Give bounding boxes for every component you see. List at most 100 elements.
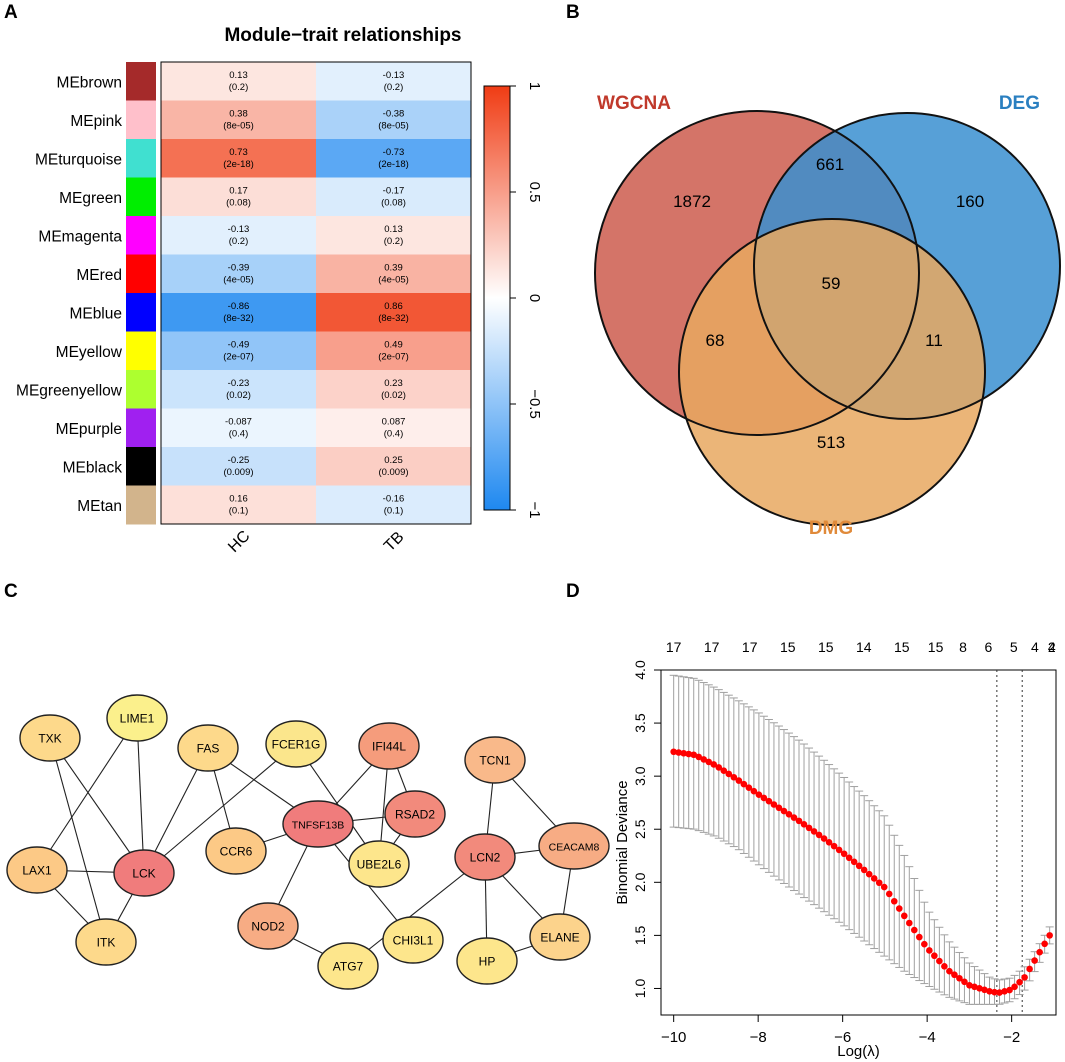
deviance-point bbox=[1036, 948, 1043, 956]
deviance-point bbox=[795, 817, 803, 825]
module-color-swatch bbox=[126, 408, 156, 448]
deviance-point bbox=[835, 846, 843, 854]
module-color-swatch bbox=[126, 216, 156, 255]
heatmap-cell bbox=[316, 447, 471, 486]
module-color-swatch bbox=[126, 100, 156, 140]
colorbar-tick-label: 0 bbox=[526, 294, 543, 302]
cell-correlation: 0.38 bbox=[229, 109, 248, 120]
network-node-label: LIME1 bbox=[120, 712, 155, 726]
cell-pvalue: (0.2) bbox=[384, 82, 404, 93]
network-edge bbox=[49, 737, 145, 874]
top-axis-label: 8 bbox=[959, 639, 967, 655]
y-tick-label: 2.0 bbox=[632, 872, 648, 892]
deviance-point bbox=[785, 811, 793, 818]
deviance-point bbox=[695, 753, 703, 761]
cell-correlation: -0.16 bbox=[383, 494, 405, 505]
network-node-label: TXK bbox=[38, 732, 61, 746]
cell-pvalue: (0.4) bbox=[229, 429, 249, 440]
top-axis-label: 15 bbox=[928, 639, 944, 655]
x-tick-label: −10 bbox=[661, 1029, 686, 1046]
deviance-point bbox=[855, 862, 863, 870]
heatmap-cell bbox=[316, 216, 471, 255]
cell-pvalue: (8e-05) bbox=[378, 121, 409, 132]
network-node-label: UBE2L6 bbox=[357, 858, 402, 872]
top-axis-label: 15 bbox=[894, 639, 910, 655]
deviance-point bbox=[916, 933, 923, 941]
deviance-point bbox=[986, 988, 993, 995]
row-label: MEbrown bbox=[57, 74, 122, 91]
heatmap-cell bbox=[316, 293, 471, 332]
network-node-label: HP bbox=[479, 955, 496, 969]
cell-pvalue: (8e-32) bbox=[378, 313, 409, 324]
row-label: MEmagenta bbox=[38, 228, 122, 245]
deviance-point bbox=[750, 787, 758, 795]
x-tick-label: −6 bbox=[834, 1029, 851, 1046]
column-label: TB bbox=[381, 529, 407, 555]
deviance-point bbox=[976, 985, 983, 992]
cell-correlation: 0.49 bbox=[384, 340, 403, 351]
network-node bbox=[282, 800, 354, 848]
network-node-label: LCN2 bbox=[470, 851, 501, 865]
deviance-point bbox=[700, 756, 708, 763]
cell-pvalue: (4e-05) bbox=[223, 275, 254, 286]
cell-pvalue: (2e-07) bbox=[378, 352, 409, 363]
network-node bbox=[382, 916, 444, 964]
cell-correlation: 0.23 bbox=[384, 378, 403, 389]
cell-correlation: -0.86 bbox=[228, 301, 250, 312]
venn-region-count: 513 bbox=[817, 433, 845, 452]
row-label: MEred bbox=[76, 267, 122, 284]
y-tick-label: 1.5 bbox=[632, 925, 648, 945]
deviance-point bbox=[730, 773, 738, 781]
cell-pvalue: (0.1) bbox=[229, 506, 249, 517]
row-label: MEpurple bbox=[56, 421, 122, 438]
cell-pvalue: (0.02) bbox=[381, 390, 406, 401]
deviance-point bbox=[780, 807, 788, 815]
cell-correlation: 0.13 bbox=[384, 224, 403, 235]
network-node bbox=[529, 913, 591, 961]
network-edge bbox=[347, 856, 486, 967]
top-axis-label: 2 bbox=[1048, 639, 1056, 655]
x-axis-title: Log(λ) bbox=[837, 1043, 880, 1060]
network-node-label: CHI3L1 bbox=[393, 934, 434, 948]
heatmap-cell bbox=[316, 370, 471, 409]
deviance-point bbox=[991, 988, 998, 996]
network-node-label: TCN1 bbox=[479, 754, 511, 768]
heatmap-cell bbox=[161, 331, 316, 371]
heatmap-cell bbox=[316, 177, 471, 217]
x-tick-label: −4 bbox=[919, 1029, 936, 1046]
column-label: HC bbox=[225, 528, 253, 556]
deviance-point bbox=[845, 854, 853, 862]
venn-set-outline bbox=[753, 112, 1061, 420]
deviance-point bbox=[720, 767, 728, 774]
colorbar-tick-label: −1 bbox=[526, 501, 543, 518]
deviance-point bbox=[685, 750, 693, 758]
venn-region-count: 11 bbox=[925, 331, 943, 350]
deviance-point bbox=[981, 986, 988, 994]
deviance-point bbox=[966, 981, 973, 989]
row-label: MEgreenyellow bbox=[16, 382, 123, 399]
network-edge bbox=[36, 717, 138, 871]
module-color-swatch bbox=[126, 139, 156, 178]
deviance-point bbox=[880, 883, 888, 891]
module-color-swatch bbox=[126, 254, 156, 294]
network-node bbox=[456, 937, 518, 985]
colorbar bbox=[483, 85, 511, 511]
cell-pvalue: (0.2) bbox=[384, 236, 404, 247]
heatmap-cell bbox=[161, 485, 316, 525]
top-axis-label: 17 bbox=[742, 639, 758, 655]
cell-correlation: -0.17 bbox=[383, 186, 405, 197]
venn-region-count: 160 bbox=[956, 192, 984, 211]
deviance-point bbox=[870, 875, 878, 882]
heatmap-cell bbox=[161, 408, 316, 448]
top-axis-label: 15 bbox=[780, 639, 796, 655]
cell-correlation: -0.39 bbox=[228, 263, 250, 274]
network-node bbox=[317, 942, 379, 990]
venn-region-count: 1872 bbox=[673, 192, 711, 211]
network-node-label: LAX1 bbox=[22, 864, 52, 878]
cell-pvalue: (8e-05) bbox=[223, 121, 254, 132]
deviance-point bbox=[1026, 965, 1033, 973]
deviance-point bbox=[911, 926, 918, 934]
deviance-point bbox=[830, 842, 838, 850]
cell-correlation: -0.13 bbox=[383, 70, 405, 81]
panel-label-a: A bbox=[4, 2, 18, 23]
